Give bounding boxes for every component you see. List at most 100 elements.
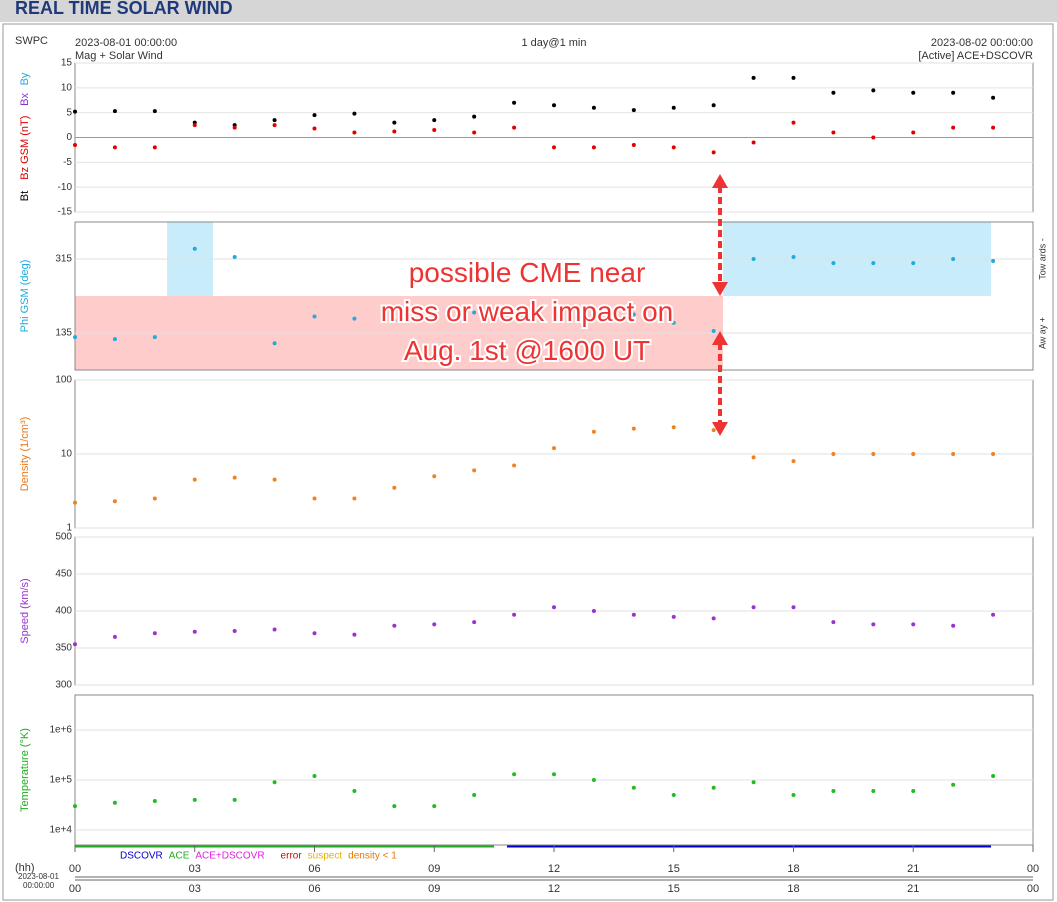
data-point xyxy=(512,612,517,617)
data-point xyxy=(831,130,836,135)
data-point xyxy=(272,477,277,482)
y-tick-label: -10 xyxy=(58,182,73,193)
data-point xyxy=(192,246,197,251)
data-point xyxy=(751,257,756,261)
data-point xyxy=(991,773,996,778)
y-tick-label: 1 xyxy=(66,523,72,534)
data-point xyxy=(791,120,796,125)
data-point xyxy=(232,797,237,802)
data-point xyxy=(711,616,716,621)
x-tick-label: 03 xyxy=(189,863,201,875)
data-point xyxy=(711,150,716,155)
data-point xyxy=(711,328,716,333)
data-point xyxy=(751,780,756,785)
data-point xyxy=(232,475,237,480)
panel xyxy=(74,221,1034,371)
data-point xyxy=(791,605,796,610)
x-tick-label: 03 xyxy=(189,883,201,895)
data-point xyxy=(432,474,437,479)
x-tick-label: 12 xyxy=(548,883,560,895)
data-point xyxy=(871,135,876,140)
y-tick-label: 100 xyxy=(55,375,72,386)
data-point xyxy=(591,777,596,782)
data-point xyxy=(631,142,636,147)
x-tick-label: 15 xyxy=(668,863,680,875)
data-point xyxy=(991,452,996,456)
y-tick-label: 300 xyxy=(55,680,72,691)
data-point xyxy=(951,90,956,95)
data-point xyxy=(671,145,676,150)
data-point xyxy=(152,109,157,114)
y-tick-label: 1e+4 xyxy=(49,825,72,836)
data-point xyxy=(791,254,796,259)
data-point xyxy=(631,785,636,790)
data-point xyxy=(272,627,277,632)
data-point xyxy=(831,789,836,794)
data-point xyxy=(192,797,197,802)
data-point xyxy=(552,304,556,309)
y-tick-label: -5 xyxy=(63,157,72,168)
data-point xyxy=(312,631,317,636)
y-tick-label: 135 xyxy=(55,328,72,339)
y-axis-label: By xyxy=(19,72,31,85)
data-point xyxy=(991,259,996,264)
y-axis-label: Bx xyxy=(19,92,31,105)
frame xyxy=(2,23,1054,901)
y-axis-label: Bz GSM (nT) xyxy=(19,116,31,180)
legend-entry: DSCOVR xyxy=(120,851,163,862)
x-tick-label: 00 xyxy=(1027,883,1039,895)
data-point xyxy=(312,126,317,131)
y-axis-label: Speed (km/s) xyxy=(19,578,31,643)
data-point xyxy=(432,804,437,809)
data-point xyxy=(352,111,357,116)
arrow-head xyxy=(712,331,728,345)
arrow-head xyxy=(712,422,728,436)
data-point xyxy=(831,261,836,266)
data-point xyxy=(671,320,676,325)
annotation: possible CME near miss or weak impact on A… xyxy=(381,257,674,366)
data-point xyxy=(73,335,77,340)
y-tick-label: 1e+5 xyxy=(49,775,72,786)
arrow-head xyxy=(712,174,728,188)
y-tick-label: 15 xyxy=(61,58,73,69)
annotation-line: miss or weak impact on xyxy=(381,296,674,327)
data-point xyxy=(911,90,916,95)
legend-entry: ACE+DSCOVR xyxy=(195,851,264,862)
data-point xyxy=(671,793,676,797)
data-point xyxy=(591,609,596,613)
data-point xyxy=(232,628,237,633)
data-point xyxy=(791,793,796,797)
data-point xyxy=(432,316,437,321)
data-point xyxy=(392,485,397,490)
y-tick-label: 1e+6 xyxy=(49,725,72,736)
data-point xyxy=(591,429,596,434)
source: [Active] ACE+DSCOVR xyxy=(918,50,1033,62)
data-point xyxy=(112,109,117,114)
annotation-line: possible CME near xyxy=(409,257,646,288)
data-point xyxy=(432,622,437,627)
legend-entry: ACE xyxy=(169,851,190,862)
y-tick-label: 0 xyxy=(66,132,72,143)
data-point xyxy=(751,140,756,145)
data-point xyxy=(352,789,357,794)
data-point xyxy=(711,103,716,108)
data-point xyxy=(552,446,556,451)
legend-entry: suspect xyxy=(308,851,343,862)
data-point xyxy=(152,496,157,501)
data-point xyxy=(472,468,477,473)
x-tick-label: 21 xyxy=(907,883,919,895)
data-point xyxy=(192,629,197,634)
x-tick-label: 21 xyxy=(907,863,919,875)
annotation-line: Aug. 1st @1600 UT xyxy=(404,335,650,366)
y-tick-label: -15 xyxy=(58,207,73,218)
data-point xyxy=(472,793,477,797)
data-point xyxy=(911,452,916,456)
data-point xyxy=(951,125,956,130)
data-point xyxy=(272,341,277,346)
data-point xyxy=(871,88,876,93)
data-point xyxy=(73,642,77,647)
span: 1 day@1 min xyxy=(522,37,587,49)
y-tick-label: 450 xyxy=(55,569,72,580)
x-tick-label: 00 xyxy=(1027,863,1039,875)
data-point xyxy=(432,118,437,123)
